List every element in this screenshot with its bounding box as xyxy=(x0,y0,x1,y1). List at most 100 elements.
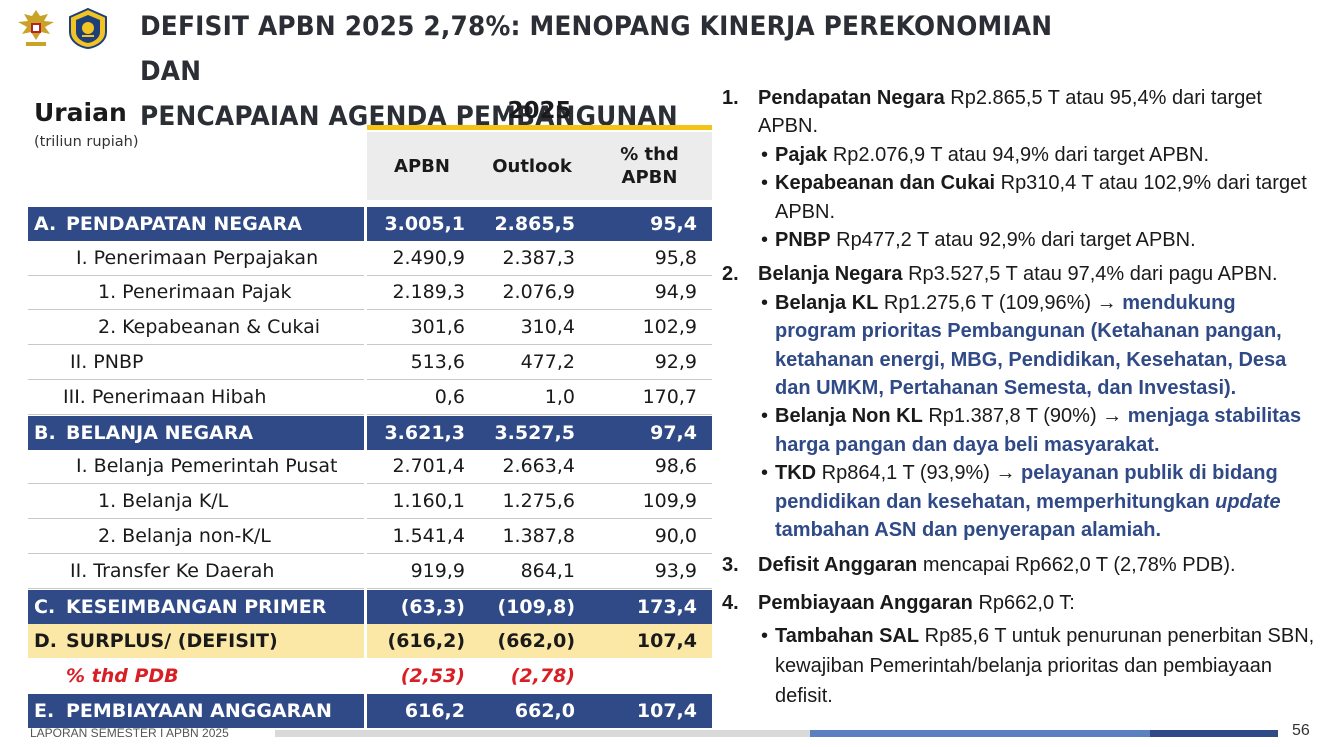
col-header-pct-line1: % thd xyxy=(620,144,679,165)
bullet-highlight: menjaga stabilitas harga pangan dan daya… xyxy=(775,405,1302,456)
page-title: DEFISIT APBN 2025 2,78%: MENOPANG KINERJ… xyxy=(140,4,1060,139)
note-number: 4. xyxy=(722,591,739,614)
footer-bar-navy xyxy=(1150,730,1278,737)
table-row: II. PNBP 513,6 477,2 92,9 xyxy=(28,345,712,380)
cell-outlook: 1,0 xyxy=(544,385,575,408)
table-row: D. SURPLUS/ (DEFISIT) (616,2) (662,0) 107,4 xyxy=(28,623,712,659)
col-header-pct: % thd APBN xyxy=(587,132,712,200)
row-label: BELANJA NEGARA xyxy=(66,421,254,444)
table-row: B. BELANJA NEGARA 3.621,3 3.527,5 97,4 xyxy=(28,414,712,450)
table-row: II. Transfer Ke Daerah 919,9 864,1 93,9 xyxy=(28,554,712,589)
cell-pct: 94,9 xyxy=(654,281,697,304)
cell-outlook: 662,0 xyxy=(514,700,575,723)
cell-pct: 95,4 xyxy=(650,212,697,235)
cell-pct: 102,9 xyxy=(642,316,697,339)
bullet-item: Kepabeanan dan Cukai Rp310,4 T atau 102,… xyxy=(761,169,1320,226)
bullet-highlight: pelayanan publik di bidang pendidikan da… xyxy=(775,462,1278,513)
table-row: 2. Belanja non-K/L 1.541,4 1.387,8 90,0 xyxy=(28,519,712,554)
table-row: % thd PDB (2,53) (2,78) xyxy=(28,658,712,693)
row-label: KESEIMBANGAN PRIMER xyxy=(66,595,327,618)
table-row: I. Penerimaan Perpajakan 2.490,9 2.387,3 9… xyxy=(28,241,712,276)
cell-pct: 170,7 xyxy=(642,385,697,408)
bullet-item: PNBP Rp477,2 T atau 92,9% dari target AP… xyxy=(761,226,1320,255)
cell-outlook: 3.527,5 xyxy=(494,421,575,444)
bullet-item: Pajak Rp2.076,9 T atau 94,9% dari target… xyxy=(761,141,1320,170)
cell-apbn: 1.541,4 xyxy=(392,525,465,548)
note-text: Rp3.527,5 T atau 97,4% dari pagu APBN. xyxy=(902,263,1278,286)
cell-outlook: 310,4 xyxy=(520,316,575,339)
bullet-heading: Belanja KL xyxy=(775,291,879,314)
bullet-item: Tambahan SAL Rp85,6 T untuk penurunan pe… xyxy=(761,621,1320,711)
cell-outlook: 2.663,4 xyxy=(502,455,575,478)
bullet-heading: Kepabeanan dan Cukai xyxy=(775,172,996,195)
bullet-text: Rp1.387,8 T (90%) → xyxy=(922,405,1128,428)
row-label: I. Penerimaan Perpajakan xyxy=(76,246,319,269)
bullet-heading: Belanja Non KL xyxy=(775,405,923,428)
table-row: III. Penerimaan Hibah 0,6 1,0 170,7 xyxy=(28,380,712,415)
note-pembiayaan: 4. Pembiayaan Anggaran Rp662,0 T: Tambah… xyxy=(720,589,1320,711)
table-row: 1. Belanja K/L 1.160,1 1.275,6 109,9 xyxy=(28,484,712,520)
bullet-text: Rp1.275,6 T (109,96%) → xyxy=(878,291,1123,314)
cell-outlook: 2.865,5 xyxy=(494,212,575,235)
cell-apbn: (2,53) xyxy=(400,664,465,687)
garuda-emblem-icon xyxy=(18,10,54,46)
bullet-text: Rp864,1 T (93,9%) → xyxy=(816,462,1022,485)
cell-apbn: (63,3) xyxy=(400,595,465,618)
cell-apbn: 0,6 xyxy=(434,385,465,408)
cell-outlook: (2,78) xyxy=(510,664,575,687)
bullet-highlight: mendukung program prioritas Pembangunan … xyxy=(775,291,1287,400)
bullet-item: TKD Rp864,1 T (93,9%) → pelayanan publik… xyxy=(761,459,1320,544)
cell-apbn: 2.189,3 xyxy=(392,281,465,304)
cell-pct: 93,9 xyxy=(654,559,697,582)
note-number: 2. xyxy=(722,263,739,286)
summary-notes: 1. Pendapatan Negara Rp2.865,5 T atau 95… xyxy=(720,84,1320,711)
bullet-item: Belanja KL Rp1.275,6 T (109,96%) → mendu… xyxy=(761,289,1320,403)
cell-apbn: 513,6 xyxy=(410,351,465,374)
table-column-headers: APBN Outlook % thd APBN xyxy=(367,132,712,200)
row-label: 1. Penerimaan Pajak xyxy=(98,281,292,304)
cell-apbn: 2.490,9 xyxy=(392,246,465,269)
note-number: 1. xyxy=(722,87,739,109)
note-belanja: 2. Belanja Negara Rp3.527,5 T atau 97,4%… xyxy=(720,260,1320,544)
col-header-apbn: APBN xyxy=(394,155,450,177)
cell-pct: 173,4 xyxy=(636,595,697,618)
note-pendapatan: 1. Pendapatan Negara Rp2.865,5 T atau 95… xyxy=(720,84,1320,255)
footer-label: LAPORAN SEMESTER I APBN 2025 xyxy=(30,726,229,740)
bullet-text: Rp310,4 T atau 102,9% dari target APBN. xyxy=(775,172,1307,223)
bullet-text: Rp477,2 T atau 92,9% dari target APBN. xyxy=(830,229,1196,252)
row-label: 1. Belanja K/L xyxy=(98,490,229,513)
note-heading: Belanja Negara xyxy=(758,263,903,286)
table-header-uraian: Uraian xyxy=(34,98,127,127)
bullet-highlight: tambahan ASN dan penyerapan alamiah. xyxy=(775,519,1162,542)
bullet-heading: PNBP xyxy=(775,229,831,252)
row-label: 2. Kepabeanan & Cukai xyxy=(98,316,320,339)
note-text: mencapai Rp662,0 T (2,78% PDB). xyxy=(917,553,1236,576)
row-code: D. xyxy=(34,629,57,652)
row-label: SURPLUS/ (DEFISIT) xyxy=(66,629,278,652)
bullet-highlight-italic: update xyxy=(1215,490,1281,513)
kemenkeu-logo-icon xyxy=(69,7,107,50)
row-code: B. xyxy=(34,421,56,444)
cell-apbn: 301,6 xyxy=(410,316,465,339)
table-row: C. KESEIMBANGAN PRIMER (63,3) (109,8) 173,4 xyxy=(28,588,712,624)
page-number: 56 xyxy=(1292,722,1310,739)
row-label: I. Belanja Pemerintah Pusat xyxy=(76,455,338,478)
note-heading: Pembiayaan Anggaran xyxy=(758,591,973,614)
row-label: II. PNBP xyxy=(70,351,144,374)
row-label: II. Transfer Ke Daerah xyxy=(70,559,275,582)
cell-outlook: 2.387,3 xyxy=(502,246,575,269)
cell-pct: 107,4 xyxy=(636,629,697,652)
table-row: E. PEMBIAYAAN ANGGARAN 616,2 662,0 107,4 xyxy=(28,693,712,728)
note-defisit: 3. Defisit Anggaran mencapai Rp662,0 T (… xyxy=(720,551,1320,579)
cell-apbn: 2.701,4 xyxy=(392,455,465,478)
footer-bar-gray xyxy=(275,730,810,737)
cell-pct: 107,4 xyxy=(636,700,697,723)
table-row: A. PENDAPATAN NEGARA 3.005,1 2.865,5 95,4 xyxy=(28,206,712,241)
row-label: PENDAPATAN NEGARA xyxy=(66,212,302,235)
table-header-year: 2025 xyxy=(367,98,712,130)
table-body: A. PENDAPATAN NEGARA 3.005,1 2.865,5 95,4 I… xyxy=(28,206,712,728)
row-code: A. xyxy=(34,212,57,235)
cell-apbn: 1.160,1 xyxy=(392,490,465,513)
col-header-pct-line2: APBN xyxy=(621,167,678,188)
cell-apbn: 616,2 xyxy=(404,700,465,723)
